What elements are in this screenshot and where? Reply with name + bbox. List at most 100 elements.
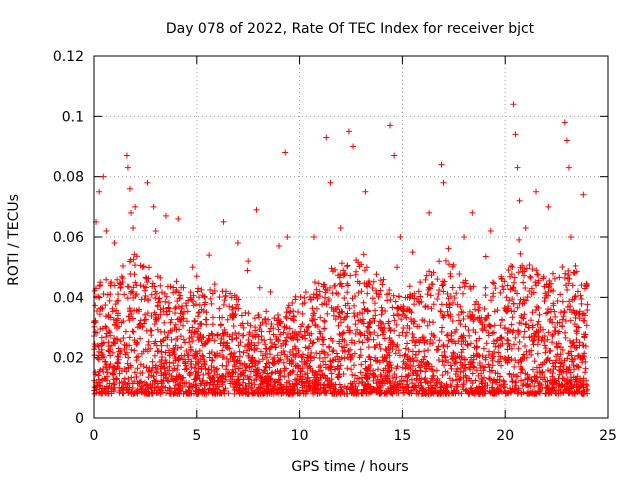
data-point xyxy=(357,330,364,337)
data-point xyxy=(411,290,418,297)
data-point xyxy=(133,357,140,364)
data-point xyxy=(189,298,196,305)
data-point xyxy=(486,348,493,355)
data-point xyxy=(545,292,551,299)
data-point xyxy=(584,386,591,393)
data-point xyxy=(405,346,412,353)
data-point xyxy=(428,385,435,392)
data-point xyxy=(338,343,345,350)
data-point xyxy=(561,383,568,390)
data-point xyxy=(236,390,243,397)
data-point xyxy=(367,367,374,374)
data-point xyxy=(476,304,483,311)
data-point xyxy=(410,358,417,365)
data-point xyxy=(499,317,506,324)
data-point xyxy=(241,360,248,367)
data-point xyxy=(130,256,137,263)
data-point xyxy=(483,327,490,334)
data-point xyxy=(437,390,444,397)
data-point xyxy=(323,134,330,141)
data-point xyxy=(103,276,110,283)
data-point xyxy=(172,354,179,361)
data-point xyxy=(562,334,569,341)
data-point xyxy=(233,296,240,303)
x-axis-label: GPS time / hours xyxy=(291,459,408,475)
data-point xyxy=(200,388,207,395)
data-point xyxy=(510,284,517,291)
data-point xyxy=(233,335,240,342)
data-point xyxy=(286,348,293,355)
data-point xyxy=(512,334,519,341)
data-point xyxy=(248,389,255,396)
data-point xyxy=(361,305,368,312)
data-point xyxy=(481,374,488,381)
data-point xyxy=(329,290,336,297)
data-point xyxy=(541,342,548,349)
data-point xyxy=(321,300,328,307)
data-point xyxy=(246,346,253,353)
data-point xyxy=(505,340,512,347)
data-point xyxy=(393,321,400,328)
data-point xyxy=(550,331,557,338)
data-point xyxy=(98,304,105,311)
data-point xyxy=(455,317,462,324)
data-point xyxy=(428,305,435,312)
data-point xyxy=(274,367,281,374)
data-point xyxy=(427,379,434,386)
data-point xyxy=(131,337,138,344)
data-point xyxy=(333,350,340,357)
data-point xyxy=(411,318,418,325)
data-point xyxy=(498,383,505,390)
data-point xyxy=(305,323,312,330)
data-point xyxy=(154,326,161,333)
data-point xyxy=(557,291,564,298)
data-point xyxy=(578,379,585,386)
data-point xyxy=(549,333,556,340)
data-point xyxy=(567,317,574,324)
data-point xyxy=(131,307,138,314)
data-point xyxy=(495,343,502,350)
data-point xyxy=(575,310,582,317)
data-point xyxy=(354,375,361,382)
data-point xyxy=(535,333,542,340)
data-point xyxy=(152,227,159,234)
data-point xyxy=(511,274,518,281)
data-point xyxy=(152,288,159,295)
data-point xyxy=(309,367,316,374)
data-point xyxy=(148,389,155,396)
data-point xyxy=(524,294,531,301)
data-point xyxy=(157,328,164,335)
data-point xyxy=(364,334,371,341)
data-point xyxy=(494,336,501,343)
data-point xyxy=(229,306,236,313)
data-point xyxy=(153,384,160,391)
data-point xyxy=(536,311,543,318)
data-point xyxy=(307,337,314,344)
data-point xyxy=(191,376,198,383)
data-point xyxy=(522,224,529,231)
data-point xyxy=(115,310,122,317)
data-point xyxy=(505,267,512,274)
data-point xyxy=(387,389,394,396)
data-point xyxy=(263,354,270,361)
data-point xyxy=(398,316,405,323)
data-point xyxy=(520,279,527,286)
data-point xyxy=(351,340,358,347)
data-point xyxy=(287,370,294,377)
data-point xyxy=(208,348,215,355)
data-point xyxy=(425,347,432,354)
data-point xyxy=(430,368,437,375)
data-point xyxy=(439,324,446,331)
data-point xyxy=(481,390,488,397)
data-point xyxy=(320,348,327,355)
data-point xyxy=(257,348,264,355)
data-point xyxy=(555,387,562,394)
data-point xyxy=(131,251,138,258)
data-point xyxy=(389,374,396,381)
data-point xyxy=(314,336,321,343)
data-point xyxy=(407,316,414,323)
data-point xyxy=(313,350,320,357)
data-point xyxy=(191,318,198,325)
data-point xyxy=(374,332,381,339)
data-point xyxy=(251,342,258,349)
